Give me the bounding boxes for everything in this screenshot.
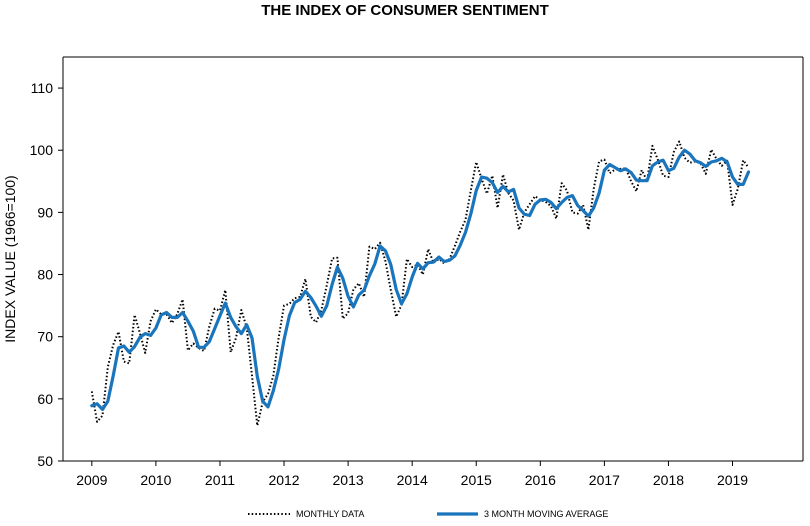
- y-tick-label: 100: [30, 142, 54, 158]
- y-axis-label: INDEX VALUE (1966=100): [2, 175, 18, 342]
- y-tick-label: 60: [37, 391, 53, 407]
- series-line-3-month-moving-average: [90, 148, 751, 411]
- chart-title: THE INDEX OF CONSUMER SENTIMENT: [261, 2, 549, 19]
- axes: 50 60 70 80 90 100 110 2009 2010 2011 2012 2013 2014…: [2, 56, 804, 488]
- x-tick-label: 2018: [653, 472, 684, 488]
- y-tick-label: 90: [37, 204, 53, 220]
- y-tick-label: 110: [31, 80, 54, 96]
- x-tick-label: 2013: [333, 472, 364, 488]
- y-tick-label: 50: [37, 453, 53, 469]
- x-tick-label: 2012: [268, 472, 299, 488]
- x-tick-label: 2010: [140, 472, 171, 488]
- series-layer: [90, 140, 751, 427]
- x-tick-label: 2011: [205, 472, 235, 488]
- series-line-monthly-data: [90, 140, 750, 427]
- legend-label: MONTHLY DATA: [296, 509, 364, 519]
- x-tick-label: 2015: [461, 472, 492, 488]
- x-tick-label: 2017: [589, 472, 620, 488]
- x-tick-label: 2009: [76, 472, 107, 488]
- y-tick-label: 80: [37, 267, 53, 283]
- legend-label: 3 MONTH MOVING AVERAGE: [484, 509, 608, 519]
- legend: MONTHLY DATA 3 MONTH MOVING AVERAGE: [248, 509, 608, 519]
- x-tick-label: 2014: [397, 472, 428, 488]
- x-tick-label: 2019: [717, 472, 748, 488]
- x-tick-label: 2016: [525, 472, 556, 488]
- y-tick-label: 70: [37, 329, 53, 345]
